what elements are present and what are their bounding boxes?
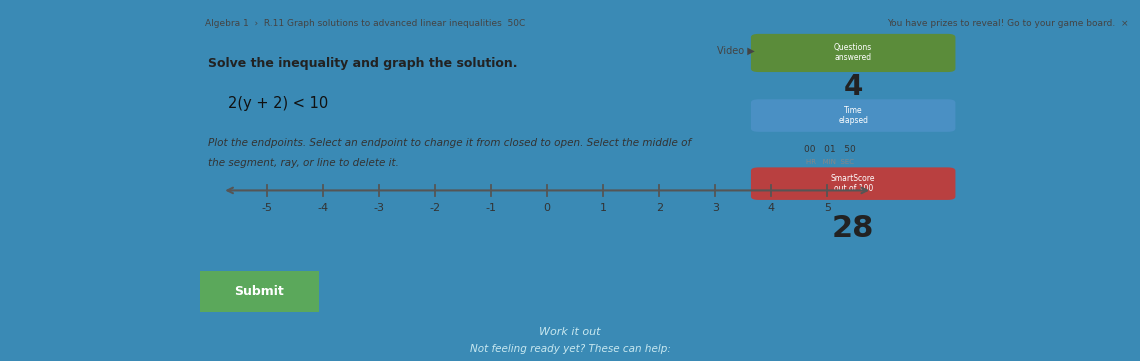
Text: 28: 28 (832, 214, 874, 243)
Text: HR   MIN  SEC: HR MIN SEC (806, 159, 854, 165)
Text: 3: 3 (711, 203, 718, 213)
Text: Solve the inequality and graph the solution.: Solve the inequality and graph the solut… (209, 57, 518, 70)
Text: -2: -2 (430, 203, 441, 213)
Text: -4: -4 (318, 203, 328, 213)
Text: 0: 0 (544, 203, 551, 213)
Text: 4: 4 (767, 203, 775, 213)
Text: the segment, ray, or line to delete it.: the segment, ray, or line to delete it. (209, 158, 399, 168)
Text: -3: -3 (374, 203, 384, 213)
Text: -1: -1 (486, 203, 497, 213)
Text: 2: 2 (656, 203, 662, 213)
Text: 5: 5 (824, 203, 831, 213)
Text: 1: 1 (600, 203, 606, 213)
Text: Work it out: Work it out (539, 327, 601, 336)
Text: SmartScore
out of 100: SmartScore out of 100 (831, 174, 876, 193)
Text: -5: -5 (261, 203, 272, 213)
Text: Algebra 1  ›  R.11 Graph solutions to advanced linear inequalities  50C: Algebra 1 › R.11 Graph solutions to adva… (205, 19, 526, 28)
Text: 4: 4 (844, 73, 863, 101)
Text: Submit: Submit (235, 285, 284, 298)
Text: 00   01   50: 00 01 50 (804, 145, 855, 154)
FancyBboxPatch shape (194, 269, 325, 314)
Text: You have prizes to reveal! Go to your game board.  ×: You have prizes to reveal! Go to your ga… (887, 19, 1129, 28)
Text: Video ▶: Video ▶ (717, 45, 755, 56)
Text: Plot the endpoints. Select an endpoint to change it from closed to open. Select : Plot the endpoints. Select an endpoint t… (209, 139, 691, 148)
Text: 2(y + 2) < 10: 2(y + 2) < 10 (228, 96, 328, 111)
Text: Questions
answered: Questions answered (834, 43, 872, 62)
FancyBboxPatch shape (751, 34, 955, 72)
Text: Time
elapsed: Time elapsed (838, 106, 869, 125)
Text: Not feeling ready yet? These can help:: Not feeling ready yet? These can help: (470, 344, 670, 354)
FancyBboxPatch shape (751, 168, 955, 200)
FancyBboxPatch shape (751, 99, 955, 132)
